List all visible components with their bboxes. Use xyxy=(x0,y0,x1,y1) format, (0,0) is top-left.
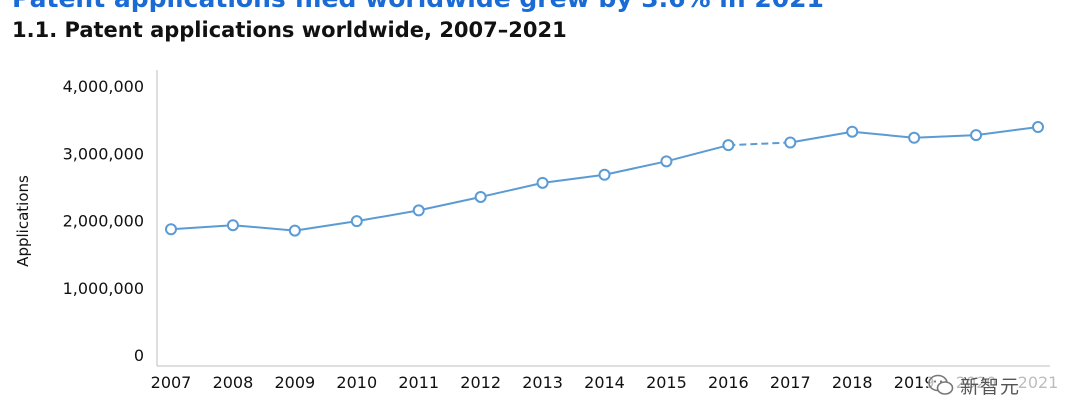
series-line-segment xyxy=(170,224,233,231)
series-line-segment xyxy=(356,209,419,223)
series-line-segment xyxy=(728,141,791,147)
series-applications xyxy=(165,121,1044,237)
series-line-segment xyxy=(914,134,977,139)
data-point-2009 xyxy=(288,224,301,237)
x-tick-label: 2019 xyxy=(894,373,935,392)
y-tick-label: 0 xyxy=(134,346,144,365)
x-tick-label: 2013 xyxy=(522,373,563,392)
y-tick-label: 2,000,000 xyxy=(63,212,144,231)
data-point-2019 xyxy=(908,131,921,144)
x-tick-label: 2007 xyxy=(151,373,192,392)
x-tick-label: 2009 xyxy=(274,373,315,392)
series-line-segment xyxy=(790,130,853,144)
page-headline: Patent applications filed worldwide grew… xyxy=(12,0,824,13)
chart-title: 1.1. Patent applications worldwide, 2007… xyxy=(12,18,567,42)
x-tick-label: 2014 xyxy=(584,373,625,392)
watermark: 新智元 xyxy=(928,370,1060,400)
data-point-2010 xyxy=(350,215,363,228)
data-point-2014 xyxy=(598,168,611,181)
wechat-logo-icon xyxy=(928,374,954,395)
data-point-2008 xyxy=(226,219,239,232)
x-tick-label: 2011 xyxy=(398,373,439,392)
data-point-2011 xyxy=(412,204,425,217)
y-axis-title: Applications xyxy=(14,175,32,267)
x-tick-label: 2015 xyxy=(646,373,687,392)
x-tick-label: 2012 xyxy=(460,373,501,392)
series-line-segment xyxy=(294,220,357,232)
y-tick-label: 4,000,000 xyxy=(63,77,144,96)
data-point-2007 xyxy=(165,223,177,236)
series-line-segment xyxy=(604,160,667,176)
x-tick-label: 2017 xyxy=(770,373,811,392)
series-line-segment xyxy=(232,224,295,232)
series-line-segment xyxy=(542,173,605,184)
y-axis: 0 1,000,000 2,000,000 3,000,000 4,000,000 xyxy=(63,70,158,366)
data-point-2015 xyxy=(660,155,673,168)
data-point-2021 xyxy=(1032,121,1044,134)
y-tick-label: 3,000,000 xyxy=(63,144,144,163)
y-tick-label: 1,000,000 xyxy=(63,279,144,298)
series-line-segment xyxy=(480,181,543,198)
data-point-2012 xyxy=(474,190,487,203)
watermark-text: 新智元 xyxy=(960,375,1021,398)
series-line-segment xyxy=(852,130,915,139)
data-point-2013 xyxy=(536,176,549,189)
x-tick-label: 2010 xyxy=(336,373,377,392)
data-point-2017 xyxy=(784,136,797,149)
x-tick-label: 2008 xyxy=(213,373,254,392)
series-line-segment xyxy=(418,195,481,212)
data-point-2020 xyxy=(970,129,983,142)
x-tick-label: 2018 xyxy=(832,373,873,392)
data-point-2018 xyxy=(846,125,859,138)
x-tick-label: 2016 xyxy=(708,373,749,392)
series-line-segment xyxy=(666,144,729,163)
series-line-segment xyxy=(975,126,1039,137)
x-axis: 2007 2008 2009 2010 2011 2012 2013 2014 2015 2016… xyxy=(151,365,1058,392)
data-point-2016 xyxy=(722,139,735,152)
